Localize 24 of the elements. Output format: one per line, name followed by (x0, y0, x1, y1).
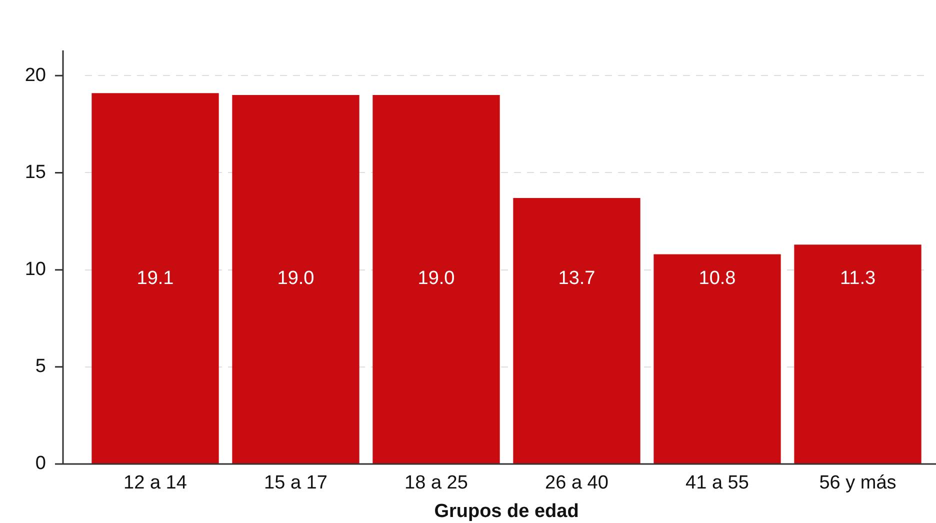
y-tick-label: 0 (35, 453, 46, 474)
data-label: 19.0 (418, 268, 455, 289)
bar (92, 93, 219, 464)
y-tick-label: 20 (24, 64, 46, 86)
bar (794, 244, 922, 464)
y-tick-label: 15 (24, 162, 46, 183)
data-label: 19.1 (136, 268, 174, 289)
x-tick-label: 56 y más (819, 472, 896, 494)
x-tick-label: 41 a 55 (686, 472, 749, 494)
bar (372, 95, 500, 464)
x-tick-label: 26 a 40 (545, 472, 608, 494)
y-tick-label: 5 (35, 356, 46, 378)
x-axis-title: Grupos de edad (434, 500, 579, 522)
data-label: 19.0 (277, 268, 314, 289)
x-tick-label: 12 a 14 (124, 472, 188, 494)
y-tick-label: 10 (24, 259, 46, 280)
data-label: 11.3 (840, 268, 876, 289)
x-tick-label: 15 a 17 (264, 472, 328, 494)
bar (232, 95, 360, 464)
data-label: 13.7 (558, 268, 596, 289)
x-tick-label: 18 a 25 (404, 472, 468, 494)
data-label: 10.8 (698, 268, 736, 289)
bar (513, 198, 640, 464)
bar (654, 254, 781, 464)
